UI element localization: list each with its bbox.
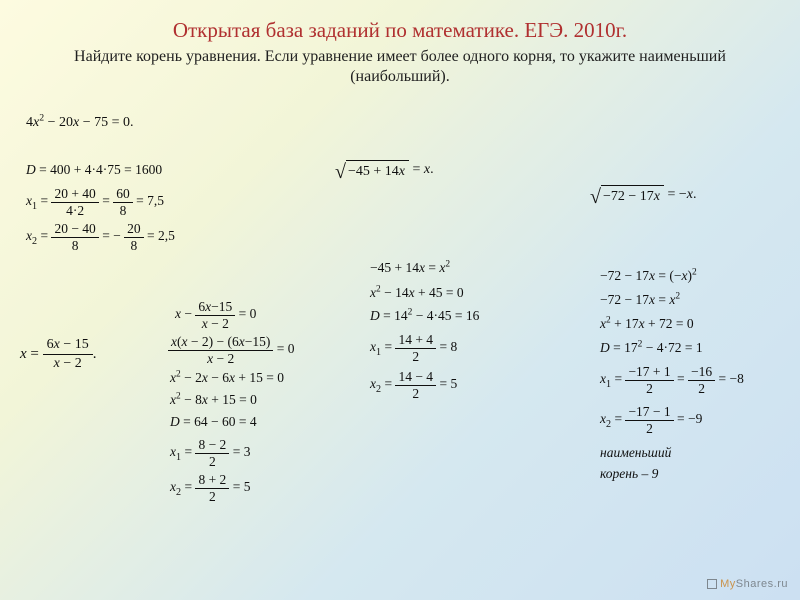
page-title: Открытая база заданий по математике. ЕГЭ… xyxy=(0,0,800,43)
rational-equation: x = 6x − 15x − 2. xyxy=(20,338,97,371)
sqrt2-equation: √−72 − 17x = −x. xyxy=(590,185,697,205)
rational-step3: x2 − 2x − 6x + 15 = 0 xyxy=(170,370,284,386)
page-subtitle: Найдите корень уравнения. Если уравнение… xyxy=(40,47,760,87)
sqrt2-step2: −72 − 17x = x2 xyxy=(600,292,680,308)
quad1-equation: 4x2 − 20x − 75 = 0. xyxy=(26,115,134,131)
rational-step2: x(x − 2) − (6x−15)x − 2 = 0 xyxy=(168,335,294,365)
quad1-x2: x2 = 20 − 408 = − 208 = 2,5 xyxy=(26,222,175,252)
sqrt1-step3: D = 142 − 4·45 = 16 xyxy=(370,308,479,324)
quad1-discriminant: D D = 400 + 4·4·75 = 1600= 400 + 4·4·75 … xyxy=(26,162,162,178)
rational-step5: D = 64 − 60 = 4 xyxy=(170,414,257,430)
watermark-my: My xyxy=(720,578,736,590)
rational-step1: x − 6x−15x − 2 = 0 xyxy=(175,300,256,330)
sqrt2-x1: x1 = −17 + 12 = −162 = −8 xyxy=(600,365,744,395)
sqrt2-note1: наименьший xyxy=(600,445,671,461)
watermark: MyShares.ru xyxy=(707,578,788,590)
sqrt1-x2: x2 = 14 − 42 = 5 xyxy=(370,370,457,400)
sqrt1-x1: x1 = 14 + 42 = 8 xyxy=(370,333,457,363)
rational-x1: x1 = 8 − 22 = 3 xyxy=(170,438,250,468)
sqrt1-equation: √−45 + 14x = x. xyxy=(335,160,434,180)
rational-step4: x2 − 8x + 15 = 0 xyxy=(170,392,257,408)
sqrt2-step4: D = 172 − 4·72 = 1 xyxy=(600,340,703,356)
rational-x2: x2 = 8 + 22 = 5 xyxy=(170,473,250,503)
sqrt2-step3: x2 + 17x + 72 = 0 xyxy=(600,316,694,332)
sqrt2-note2: корень – 9 xyxy=(600,466,658,482)
sqrt2-step1: −72 − 17x = (−x)2 xyxy=(600,268,697,284)
quad1-x1: x1 = 20 + 404·2 = 608 = 7,5 xyxy=(26,187,164,217)
sqrt1-step1: −45 + 14x = x2 xyxy=(370,260,450,276)
sqrt1-step2: x2 − 14x + 45 = 0 xyxy=(370,285,464,301)
watermark-shares: Shares.ru xyxy=(736,578,788,590)
watermark-square-icon xyxy=(707,579,717,589)
sqrt2-x2: x2 = −17 − 12 = −9 xyxy=(600,405,702,435)
